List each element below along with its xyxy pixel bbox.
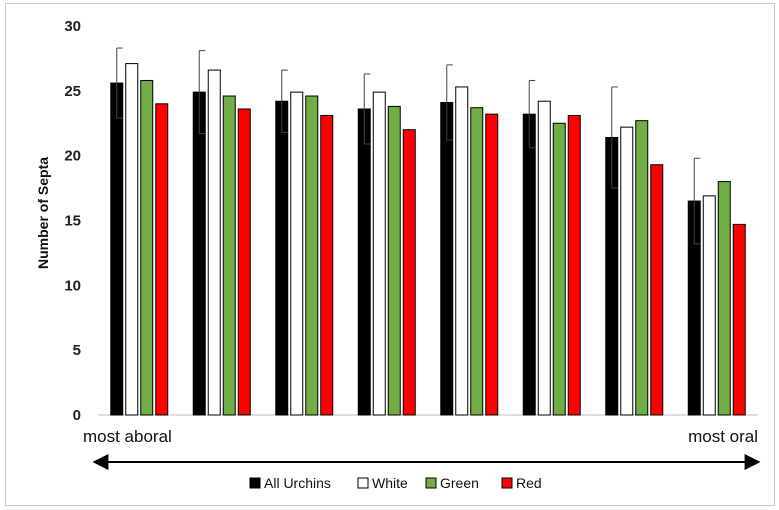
- bar-green-7: [635, 120, 649, 416]
- bar-green-8: [717, 181, 731, 416]
- legend-label-white: White: [372, 475, 408, 491]
- bar-red-3: [320, 114, 334, 416]
- legend-swatch-white: [357, 477, 369, 489]
- bar-white-6: [537, 100, 551, 416]
- y-tick-label: 20: [64, 148, 81, 165]
- y-tick-label: 5: [73, 342, 81, 359]
- bar-white-4: [372, 91, 386, 416]
- y-tick-label: 25: [64, 83, 81, 100]
- y-tick-label: 15: [64, 213, 81, 230]
- bar-all-urchins-2: [192, 91, 206, 416]
- y-tick-label: 10: [64, 277, 81, 294]
- y-axis-label: Number of Septa: [35, 157, 51, 269]
- legend-swatch-all-urchins: [249, 477, 261, 489]
- bar-red-2: [237, 108, 251, 416]
- bar-red-6: [567, 114, 581, 416]
- bars: [110, 47, 746, 416]
- x-endpoint-left-label: most aboral: [83, 427, 172, 446]
- bar-green-3: [305, 95, 319, 416]
- bar-green-1: [140, 79, 154, 416]
- bar-green-4: [387, 105, 401, 416]
- legend-swatch-green: [425, 477, 437, 489]
- legend-label-red: Red: [516, 475, 542, 491]
- bar-green-6: [552, 122, 566, 416]
- bar-white-7: [620, 126, 634, 416]
- bar-all-urchins-1: [110, 82, 124, 416]
- legend: All Urchins White Green Red: [249, 475, 542, 491]
- bar-all-urchins-5: [440, 102, 454, 416]
- bar-white-5: [455, 86, 469, 416]
- bar-green-5: [470, 107, 484, 416]
- bar-chart: 0 5 10 15 20 25 30 Number of Septa most aboral…: [35, 18, 761, 491]
- bar-all-urchins-3: [275, 100, 289, 416]
- bar-white-8: [702, 195, 716, 416]
- legend-swatch-red: [501, 477, 513, 489]
- y-tick-label: 0: [73, 407, 81, 424]
- bar-red-1: [155, 103, 169, 416]
- bar-red-8: [732, 223, 746, 416]
- bar-red-7: [650, 164, 664, 416]
- legend-label-green: Green: [440, 475, 479, 491]
- bar-white-3: [290, 91, 304, 416]
- bar-green-2: [222, 95, 236, 416]
- bar-red-4: [402, 129, 416, 416]
- legend-label-all-urchins: All Urchins: [264, 475, 331, 491]
- y-tick-label: 30: [64, 18, 81, 35]
- bar-red-5: [485, 113, 499, 416]
- bar-all-urchins-6: [522, 113, 536, 416]
- bar-white-1: [125, 63, 139, 416]
- chart-frame: 0 5 10 15 20 25 30 Number of Septa most aboral…: [5, 3, 775, 506]
- y-axis-ticks: 0 5 10 15 20 25 30: [64, 18, 81, 424]
- bar-all-urchins-4: [357, 108, 371, 416]
- x-endpoint-right-label: most oral: [688, 427, 758, 446]
- bar-white-2: [207, 69, 221, 416]
